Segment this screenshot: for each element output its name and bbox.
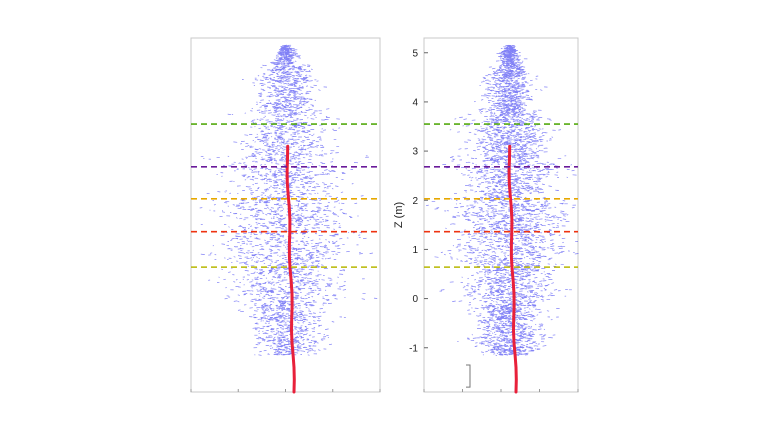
stem-points (507, 144, 518, 394)
foliage-point-set (425, 44, 579, 357)
y-tick-label: 2 (412, 196, 418, 207)
y-tick-label: 0 (412, 294, 418, 305)
foliage-points (425, 44, 579, 357)
y-tick-label: 3 (412, 147, 418, 158)
y-tick-label: 1 (412, 245, 418, 256)
y-axis-label: Z (m) (393, 202, 405, 228)
left-point-cloud-panel (190, 37, 381, 394)
scale-bracket (466, 364, 471, 388)
foliage-point-set (199, 44, 378, 356)
y-tick-label: 5 (412, 48, 418, 59)
foliage-points (199, 44, 378, 356)
stem-points (285, 144, 296, 394)
axes-box (190, 37, 381, 393)
y-tick-label: -1 (409, 343, 418, 354)
y-tick-label: 4 (412, 97, 418, 108)
right-point-cloud-panel: -1 0 1 2 3 4 5 Z (m) (393, 37, 579, 394)
